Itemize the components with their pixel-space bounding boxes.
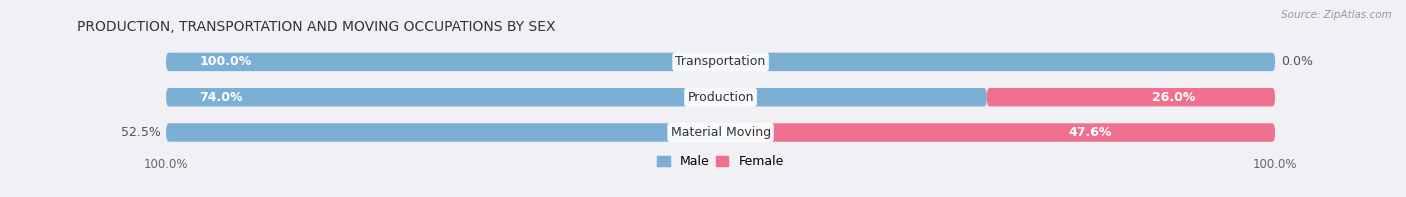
FancyBboxPatch shape (166, 123, 1275, 142)
Text: 100.0%: 100.0% (200, 55, 252, 68)
FancyBboxPatch shape (166, 88, 1275, 106)
Legend: Male, Female: Male, Female (652, 151, 789, 173)
FancyBboxPatch shape (166, 88, 987, 106)
Text: 0.0%: 0.0% (1281, 55, 1313, 68)
Text: 52.5%: 52.5% (121, 126, 160, 139)
Text: 74.0%: 74.0% (200, 91, 243, 104)
Text: Source: ZipAtlas.com: Source: ZipAtlas.com (1281, 10, 1392, 20)
FancyBboxPatch shape (166, 123, 748, 142)
FancyBboxPatch shape (166, 53, 1275, 71)
Text: Production: Production (688, 91, 754, 104)
Text: 26.0%: 26.0% (1153, 91, 1197, 104)
FancyBboxPatch shape (166, 53, 1275, 71)
Text: 47.6%: 47.6% (1069, 126, 1112, 139)
FancyBboxPatch shape (747, 123, 1275, 142)
FancyBboxPatch shape (987, 88, 1275, 106)
Text: Transportation: Transportation (675, 55, 766, 68)
Text: PRODUCTION, TRANSPORTATION AND MOVING OCCUPATIONS BY SEX: PRODUCTION, TRANSPORTATION AND MOVING OC… (77, 20, 555, 34)
Text: Material Moving: Material Moving (671, 126, 770, 139)
